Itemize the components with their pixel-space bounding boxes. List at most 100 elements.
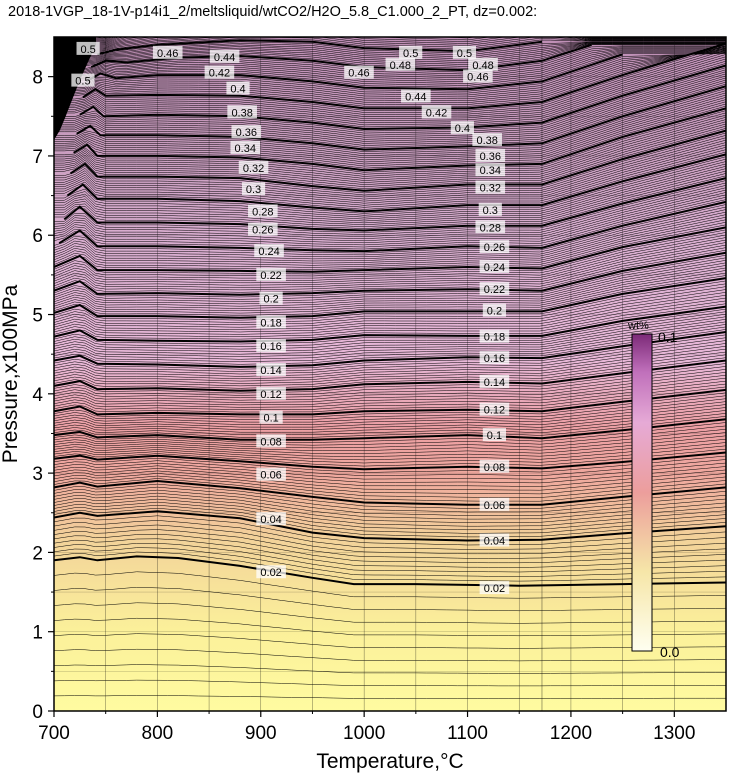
- contour-label: 0.18: [479, 329, 510, 344]
- minor-contour-line: [54, 97, 726, 161]
- major-contour-line: [85, 53, 623, 91]
- contour-label-text: 0.16: [484, 353, 505, 365]
- minor-contour-line: [54, 175, 726, 229]
- minor-contour-line: [54, 438, 726, 458]
- y-tick-label: 6: [32, 226, 43, 247]
- minor-contour-line: [54, 199, 726, 250]
- major-contour-line: [54, 305, 726, 343]
- contour-label: 0.42: [204, 65, 235, 80]
- minor-contour-line: [54, 214, 726, 262]
- y-tick-label: 3: [32, 464, 43, 485]
- contour-label-text: 0.38: [476, 135, 497, 147]
- minor-contour-line: [54, 94, 726, 159]
- minor-contour-line: [54, 46, 726, 75]
- contour-label-text: 0.08: [484, 462, 505, 474]
- minor-contour-line: [54, 192, 726, 244]
- minor-contour-line: [54, 37, 726, 51]
- major-contour-line: [69, 129, 726, 192]
- minor-contour-line: [54, 165, 726, 222]
- minor-contour-line: [54, 270, 726, 312]
- contour-label: 0.48: [468, 57, 498, 72]
- minor-contour-line: [54, 366, 726, 396]
- contour-label: 0.46: [344, 65, 374, 80]
- minor-contour-line: [54, 529, 726, 559]
- minor-contour-line: [54, 49, 726, 81]
- major-contour-line: [54, 331, 726, 368]
- contour-label: 0.26: [479, 240, 510, 254]
- contour-label: 0.46: [152, 45, 183, 60]
- contour-label-box: [256, 267, 286, 281]
- contour-label-text: 0.32: [243, 163, 264, 175]
- major-contour-line: [54, 510, 726, 542]
- minor-contour-line: [54, 83, 726, 148]
- minor-contour-line: [54, 163, 726, 220]
- y-axis-title: Pressure,x100MPa: [0, 284, 22, 463]
- minor-contour-line: [54, 524, 726, 555]
- contour-label-box: [256, 434, 286, 448]
- minor-contour-line: [54, 340, 726, 375]
- contour-label-text: 0.14: [484, 377, 505, 389]
- contour-label-text: 0.3: [483, 205, 498, 217]
- contour-label-text: 0.38: [231, 107, 252, 119]
- contour-label-box: [479, 533, 510, 547]
- minor-contour-line: [54, 283, 726, 323]
- minor-contour-line: [54, 442, 726, 461]
- minor-contour-line: [54, 56, 726, 121]
- major-contour-line: [54, 388, 726, 416]
- minor-contour-line: [54, 410, 726, 433]
- contour-label-text: 0.34: [480, 165, 501, 177]
- minor-contour-line: [54, 75, 726, 140]
- contour-label-text: 0.18: [484, 332, 505, 344]
- minor-contour-line: [54, 232, 726, 277]
- minor-contour-line: [54, 38, 726, 54]
- y-tick-label: 4: [32, 385, 43, 406]
- minor-contour-line: [54, 69, 726, 134]
- contour-label-box: [479, 581, 510, 595]
- minor-contour-line: [54, 101, 726, 165]
- contour-label-box: [452, 45, 477, 59]
- contour-label-box: [256, 315, 286, 329]
- colorbar-min-label: 0.0: [660, 644, 680, 660]
- contour-label-text: 0.14: [260, 365, 281, 377]
- x-axis-title: Temperature,°C: [316, 750, 463, 773]
- minor-contour-line: [54, 695, 726, 699]
- contour-label-box: [479, 402, 510, 416]
- minor-contour-line: [54, 73, 726, 138]
- minor-contour-line: [54, 257, 726, 300]
- minor-contour-line: [54, 63, 726, 128]
- contour-label-text: 0.28: [480, 222, 501, 234]
- minor-contour-line: [54, 329, 726, 365]
- saturated-region: [54, 37, 96, 140]
- contour-label: 0.1: [259, 410, 283, 425]
- contour-label-text: 0.22: [260, 270, 281, 282]
- minor-contour-line: [54, 413, 726, 435]
- minor-contour-line: [54, 478, 726, 502]
- minor-contour-line: [54, 37, 726, 53]
- minor-contour-line: [54, 533, 726, 564]
- minor-contour-line: [54, 297, 726, 335]
- contour-label: 0.24: [479, 259, 510, 274]
- contour-label: 0.48: [385, 57, 416, 72]
- major-contour-line: [90, 43, 592, 72]
- contour-label-text: 0.04: [260, 514, 281, 526]
- minor-contour-line: [54, 47, 726, 113]
- contour-label-box: [238, 160, 269, 174]
- contour-label: 0.18: [256, 315, 286, 329]
- minor-contour-line: [54, 37, 726, 45]
- contour-label-text: 0.28: [252, 206, 273, 218]
- contour-label-text: 0.5: [80, 44, 95, 56]
- minor-contour-line: [54, 354, 726, 387]
- contour-label-box: [479, 282, 510, 296]
- minor-contour-line: [54, 425, 726, 446]
- contour-label: 0.02: [256, 565, 286, 579]
- minor-contour-line: [54, 37, 726, 44]
- contour-label-box: [479, 259, 510, 273]
- contour-label-box: [472, 133, 502, 147]
- x-tick-label: 800: [142, 723, 174, 744]
- minor-contour-line: [54, 37, 726, 43]
- contour-label: 0.46: [463, 69, 493, 84]
- minor-contour-line: [54, 170, 726, 226]
- contour-label-box: [479, 374, 510, 388]
- contour-label: 0.5: [76, 41, 100, 56]
